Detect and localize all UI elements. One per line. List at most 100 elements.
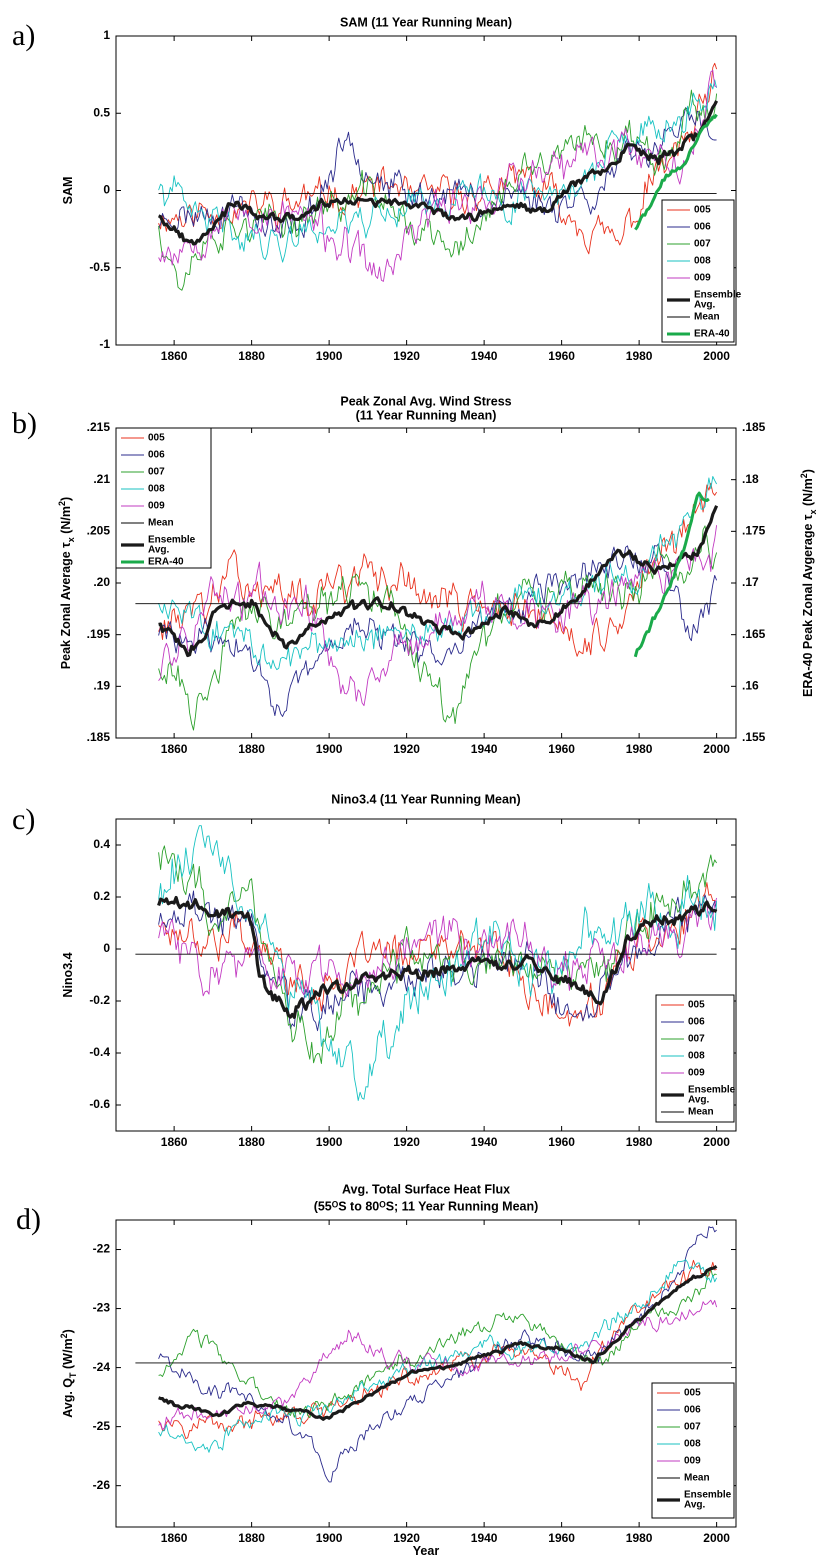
legend-label: 007: [694, 239, 711, 250]
x-tick-label: 1920: [393, 742, 420, 756]
y-tick-label: -22: [93, 1242, 111, 1256]
series-line-ensemble-avg: [158, 505, 719, 658]
y-axis-label: Peak Zonal Average τx​ (N/m2​): [57, 497, 76, 669]
series-line-008: [158, 825, 718, 1101]
legend-label: 008: [688, 1051, 705, 1062]
legend-label: 006: [684, 1405, 701, 1416]
y2-tick-label: .16: [742, 679, 759, 693]
chart-title: Avg. Total Surface Heat Flux: [342, 1182, 510, 1196]
panel-c: c) Nino3.4 (11 Year Running Mean) 1860 1880…: [12, 792, 737, 1149]
y-tick-label: -0.6: [89, 1097, 110, 1111]
series-group: [135, 825, 718, 1101]
chart-title: Nino3.4 (11 Year Running Mean): [331, 792, 520, 806]
y2-tick-label: .18: [742, 472, 759, 486]
legend-label: 007: [684, 1422, 701, 1433]
y-tick-label: -24: [93, 1360, 111, 1374]
y-tick-label: -26: [93, 1478, 111, 1492]
x-tick-label: 1960: [548, 1135, 575, 1149]
legend-label: 008: [148, 484, 165, 495]
legend-label: Avg.: [684, 1500, 706, 1511]
legend-label: 007: [688, 1034, 705, 1045]
legend-label: 005: [688, 1000, 705, 1011]
x-tick-label: 1940: [471, 742, 498, 756]
series-line-ensemble-avg: [158, 100, 719, 246]
y2-tick-label: .17: [742, 575, 759, 589]
y2-tick-label: .165: [742, 627, 766, 641]
y-tick-label: -23: [93, 1301, 111, 1315]
series-line-ensemble-avg: [157, 895, 718, 1019]
series-line-009: [158, 1299, 718, 1430]
x-tick-label: 1860: [161, 742, 188, 756]
axes-frame: [115, 818, 737, 1132]
panel-b: b) Peak Zonal Avg. Wind Stress(11 Year Ru…: [12, 394, 817, 756]
x-tick-label: 1900: [316, 349, 343, 363]
legend-label: ERA-40: [148, 557, 184, 568]
x-tick-label: 1880: [238, 349, 265, 363]
series-line-007: [158, 1268, 717, 1419]
series-line-006: [158, 107, 717, 239]
chart-title: (55ᴼS to 80ᴼS; 11 Year Running Mean): [314, 1199, 539, 1213]
y-tick-label: -25: [93, 1419, 111, 1433]
x-tick-label: 1880: [238, 1135, 265, 1149]
legend-label: Mean: [684, 1473, 710, 1484]
legend-label: 006: [148, 450, 165, 461]
x-tick-label: 1860: [161, 1135, 188, 1149]
x-tick-label: 1940: [471, 1531, 498, 1545]
y-tick-label: 0.4: [93, 837, 110, 851]
legend-label: Mean: [688, 1107, 714, 1118]
series-line-ensemble-avg: [158, 1265, 718, 1421]
panel-label: c): [12, 803, 35, 836]
series-line-era-40: [634, 113, 718, 231]
y-tick-label: .21: [93, 472, 110, 486]
series-line-009: [158, 897, 718, 998]
legend-label: 009: [684, 1456, 701, 1467]
x-tick-label: 1960: [548, 1531, 575, 1545]
y-axis-label: SAM: [61, 177, 75, 205]
legend-label: 006: [694, 222, 711, 233]
x-tick-label: 1860: [161, 349, 188, 363]
y-axis-label: Avg. QT​ (W/m2​): [59, 1329, 78, 1418]
legend-label: 008: [684, 1439, 701, 1450]
legend-box: [661, 199, 735, 343]
legend-label: Avg.: [688, 1095, 710, 1106]
x-tick-label: 2000: [703, 349, 730, 363]
chart-title: (11 Year Running Mean): [356, 408, 497, 422]
y-tick-label: 0: [103, 183, 110, 197]
x-tick-label: 1900: [316, 1531, 343, 1545]
x-tick-label: 2000: [703, 742, 730, 756]
legend-label: 006: [688, 1017, 705, 1028]
series-line-007: [158, 89, 718, 291]
y-tick-label: 0.5: [93, 105, 110, 119]
series-line-005: [158, 1259, 717, 1440]
y2-tick-label: .175: [742, 524, 766, 538]
series-line-008: [158, 476, 717, 671]
axes-frame: [115, 1219, 737, 1528]
x-tick-label: 1980: [626, 1135, 653, 1149]
x-tick-label: 1940: [471, 1135, 498, 1149]
y-tick-label: .185: [87, 730, 111, 744]
legend-label: Ensemble: [148, 535, 196, 546]
x-tick-label: 2000: [703, 1135, 730, 1149]
x-tick-label: 1860: [161, 1531, 188, 1545]
y-tick-label: .215: [87, 420, 111, 434]
y-tick-label: 0.2: [93, 889, 110, 903]
legend-label: Mean: [148, 518, 174, 529]
series-line-008: [158, 79, 718, 263]
legend-box: [655, 994, 735, 1123]
y2-tick-label: .185: [742, 420, 766, 434]
x-tick-label: 1940: [471, 349, 498, 363]
legend-label: ERA-40: [694, 329, 730, 340]
y-axis-label: Nino3.4: [61, 952, 75, 997]
panel-label: b): [12, 407, 37, 440]
series-line-008: [158, 1259, 718, 1453]
x-tick-label: 1900: [316, 742, 343, 756]
x-tick-label: 1980: [626, 349, 653, 363]
series-line-006: [158, 543, 718, 717]
axes-frame: [115, 35, 737, 346]
y-tick-label: 1: [103, 28, 110, 42]
x-tick-label: 1920: [393, 1531, 420, 1545]
x-tick-label: 1920: [393, 349, 420, 363]
